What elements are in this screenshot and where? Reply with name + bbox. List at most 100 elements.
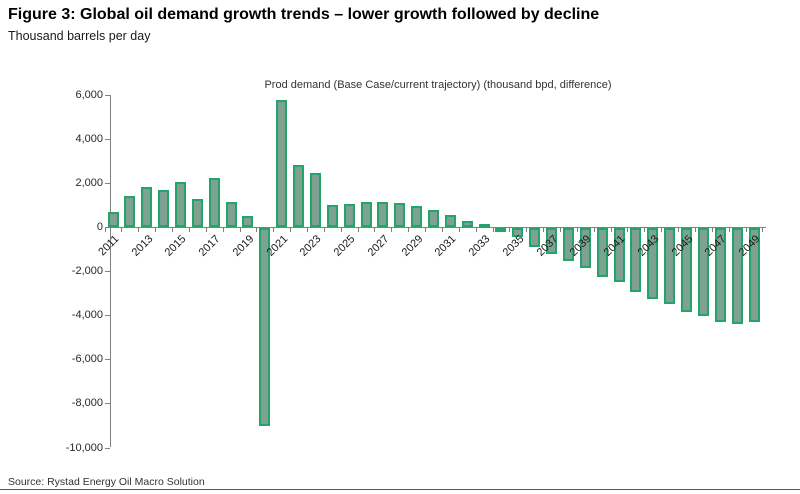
x-axis-tick xyxy=(610,228,612,232)
bar-2043 xyxy=(647,228,659,299)
bar-2049 xyxy=(748,228,760,322)
y-axis-tick-label: 2,000 xyxy=(75,176,103,189)
bar-2036 xyxy=(529,228,541,247)
x-axis-tick xyxy=(256,228,258,232)
y-axis-tick xyxy=(105,447,110,449)
x-axis-label-2015: 2015 xyxy=(163,233,189,259)
bar-2044 xyxy=(664,228,676,305)
bar-2031 xyxy=(444,214,456,227)
y-axis-tick-label: -2,000 xyxy=(71,265,103,278)
x-axis-tick xyxy=(627,228,629,232)
x-axis-label-2023: 2023 xyxy=(298,233,324,259)
y-axis-tick-label: -6,000 xyxy=(71,353,103,366)
y-axis-tick xyxy=(105,359,110,361)
x-axis-tick xyxy=(323,228,325,232)
x-axis-tick xyxy=(239,228,241,232)
y-axis-tick-label: 6,000 xyxy=(75,88,103,101)
x-axis-tick xyxy=(441,228,443,232)
x-axis-label-2027: 2027 xyxy=(365,233,392,259)
y-axis-tick xyxy=(105,315,110,317)
bar-2020 xyxy=(259,228,271,427)
bar-2038 xyxy=(562,228,574,262)
bar-2022 xyxy=(293,165,305,227)
x-axis-tick xyxy=(492,228,494,232)
x-axis-tick xyxy=(728,228,730,232)
bar-2024 xyxy=(326,204,338,227)
x-axis-tick xyxy=(374,228,376,232)
x-axis-tick xyxy=(205,228,207,232)
bar-2029 xyxy=(411,206,423,227)
x-axis-label-2031: 2031 xyxy=(433,233,459,259)
bar-2013 xyxy=(141,187,153,227)
x-axis-tick xyxy=(678,228,680,232)
y-axis-tick xyxy=(105,182,110,184)
x-axis-label-2025: 2025 xyxy=(331,233,358,259)
x-axis-label-2021: 2021 xyxy=(264,233,291,259)
bar-2042 xyxy=(630,228,642,292)
bar-2011 xyxy=(107,211,119,227)
y-axis-tick xyxy=(105,94,110,96)
bar-2046 xyxy=(697,228,709,317)
bar-2027 xyxy=(377,201,389,227)
bottom-divider xyxy=(0,489,800,490)
y-axis-tick-label: -4,000 xyxy=(71,309,103,322)
bar-2039 xyxy=(579,228,591,268)
y-axis-tick-label: 0 xyxy=(96,221,103,233)
y-axis-tick xyxy=(105,403,110,405)
x-axis-line xyxy=(110,227,766,228)
x-axis-tick xyxy=(475,228,477,232)
x-axis-tick xyxy=(694,228,696,232)
bar-2016 xyxy=(191,199,203,227)
bar-2012 xyxy=(124,196,136,227)
y-axis-tick xyxy=(105,227,110,228)
bar-2026 xyxy=(360,201,372,227)
x-axis-tick xyxy=(745,228,747,232)
bar-2015 xyxy=(174,181,186,227)
bar-2018 xyxy=(225,201,237,227)
x-axis-label-2029: 2029 xyxy=(399,233,426,259)
y-axis-tick xyxy=(105,271,110,273)
figure-subtitle: Thousand barrels per day xyxy=(8,29,151,43)
bar-2048 xyxy=(731,228,743,324)
x-axis-tick xyxy=(391,228,393,232)
x-axis-tick xyxy=(222,228,224,232)
x-axis-tick xyxy=(273,228,275,232)
bar-2032 xyxy=(461,221,473,227)
y-axis-line xyxy=(110,94,111,448)
y-axis-tick xyxy=(105,138,110,140)
y-axis-tick-label: -8,000 xyxy=(71,397,103,410)
x-axis-label-2013: 2013 xyxy=(129,233,156,259)
x-axis-tick xyxy=(458,228,460,232)
x-axis-tick xyxy=(340,228,342,232)
x-axis-tick xyxy=(762,228,764,232)
x-axis-tick xyxy=(104,228,106,232)
bar-2028 xyxy=(394,202,406,227)
bar-2037 xyxy=(546,228,558,255)
bar-2034 xyxy=(495,228,507,232)
x-axis-tick xyxy=(357,228,359,232)
x-axis-tick xyxy=(509,228,511,232)
x-axis-tick xyxy=(425,228,427,232)
x-axis-tick xyxy=(644,228,646,232)
chart-title: Prod demand (Base Case/current trajector… xyxy=(264,79,612,91)
x-axis-tick xyxy=(560,228,561,232)
x-axis-tick xyxy=(661,228,663,232)
bar-2021 xyxy=(276,100,288,227)
bar-2014 xyxy=(158,189,170,227)
x-axis-tick xyxy=(172,228,174,232)
bar-2041 xyxy=(613,228,625,283)
figure-title: Figure 3: Global oil demand growth trend… xyxy=(8,6,600,23)
bar-2025 xyxy=(343,203,355,227)
bar-2030 xyxy=(428,210,439,227)
x-axis-tick xyxy=(138,228,140,232)
x-axis-tick xyxy=(408,228,410,232)
source-note: Source: Rystad Energy Oil Macro Solution xyxy=(8,476,205,488)
x-axis-tick xyxy=(576,228,578,232)
bar-2045 xyxy=(681,228,693,312)
bar-2017 xyxy=(208,178,220,227)
x-axis-tick xyxy=(593,228,595,232)
x-axis-label-2033: 2033 xyxy=(466,233,493,259)
x-axis-tick xyxy=(543,228,545,232)
y-axis-tick-label: 4,000 xyxy=(75,132,103,145)
